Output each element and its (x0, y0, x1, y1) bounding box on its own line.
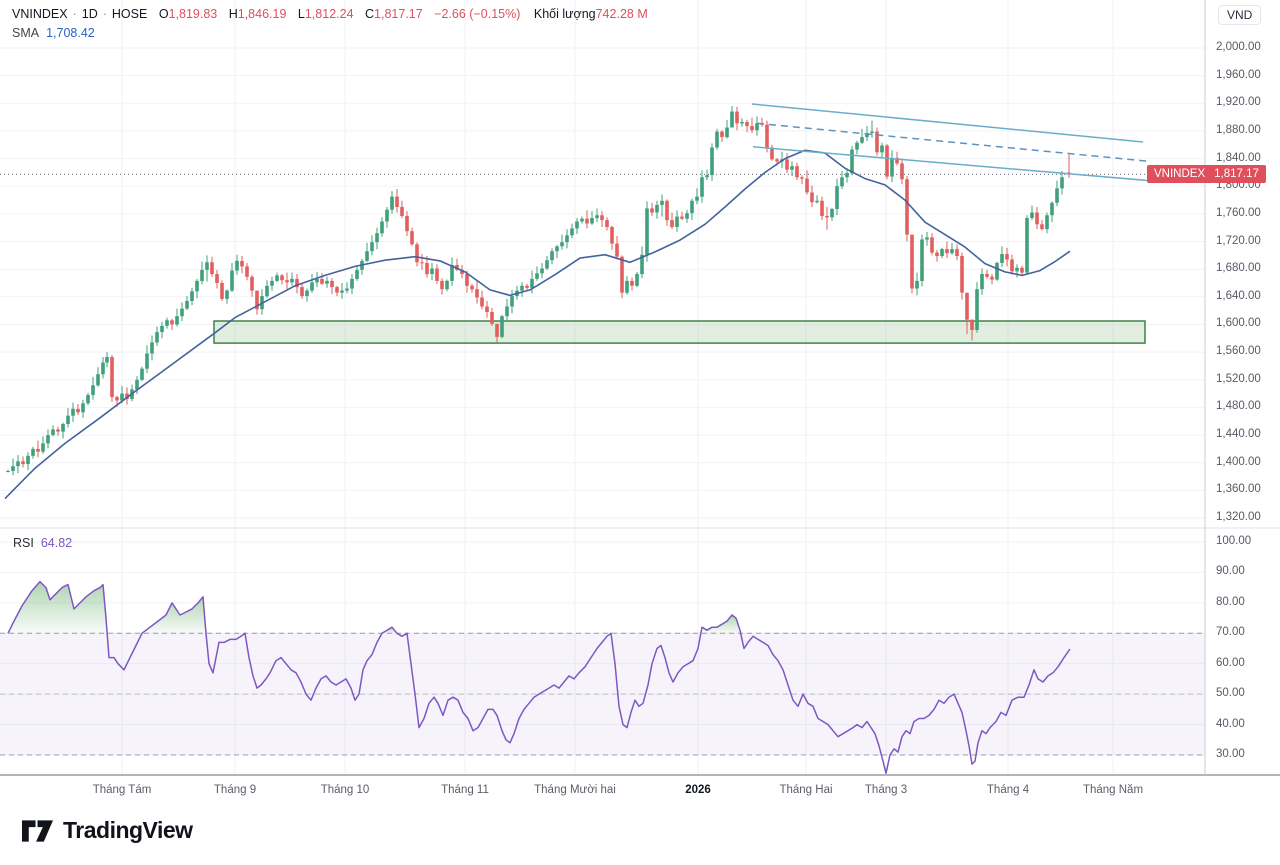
time-tick-label: Tháng Mười hai (534, 784, 616, 796)
trendline-solid[interactable] (751, 103, 1144, 143)
rsi-line[interactable] (7, 580, 1071, 775)
price-tick-label: 1,840.00 (1216, 151, 1261, 164)
rsi-tick-label: 100.00 (1216, 535, 1252, 547)
price-tick-label: 1,400.00 (1216, 455, 1261, 468)
rsi-tick-label: 50.00 (1216, 687, 1245, 700)
price-tick-label: 1,680.00 (1216, 262, 1261, 275)
price-tick-label: 1,640.00 (1216, 289, 1261, 302)
low-value: 1,812.24 (304, 7, 354, 21)
sma-value: 1,708.42 (46, 26, 95, 40)
badge-price: 1,817.17 (1214, 168, 1259, 181)
open-label: O (158, 7, 169, 21)
rsi-overbought-fill (142, 596, 206, 634)
chart-canvas[interactable] (0, 0, 1280, 812)
price-tick-label: 1,880.00 (1216, 123, 1261, 136)
price-tick-label: 2,000.00 (1216, 41, 1261, 53)
last-price-badge: VNINDEX 1,817.17 (1147, 165, 1266, 184)
time-tick-label: Tháng 11 (441, 784, 489, 796)
tradingview-logo-text: TradingView (63, 817, 193, 843)
tradingview-logo[interactable]: TradingView (21, 817, 193, 844)
support-zone[interactable] (213, 320, 1146, 344)
candlesticks (6, 106, 1071, 476)
volume-label[interactable]: Khối lượng (533, 7, 596, 21)
time-tick-label: Tháng Tám (92, 784, 152, 796)
legend-separator: · (102, 7, 107, 21)
time-tick-label: Tháng Hai (779, 784, 833, 796)
time-tick-label: Tháng 3 (864, 784, 908, 796)
timeframe[interactable]: 1D (81, 7, 98, 21)
tradingview-logo-icon (21, 819, 54, 842)
volume-value: 742.28 M (595, 7, 648, 21)
grid (0, 0, 1205, 775)
currency-unit-button[interactable]: VND (1218, 5, 1262, 25)
rsi-tick-label: 40.00 (1216, 717, 1245, 730)
price-tick-label: 1,560.00 (1216, 345, 1261, 358)
time-tick-label: Tháng 9 (213, 784, 257, 796)
price-tick-label: 1,360.00 (1216, 483, 1261, 496)
time-tick-label: Tháng 4 (986, 784, 1030, 796)
rsi-label[interactable]: RSI (13, 536, 34, 550)
high-value: 1,846.19 (237, 7, 287, 21)
rsi-tick-label: 70.00 (1216, 626, 1245, 639)
price-tick-label: 1,920.00 (1216, 96, 1261, 109)
time-tick-label: 2026 (685, 784, 711, 796)
exchange[interactable]: HOSE (111, 7, 148, 21)
price-tick-label: 1,320.00 (1216, 511, 1261, 523)
price-tick-label: 1,480.00 (1216, 400, 1261, 413)
price-tick-label: 1,760.00 (1216, 206, 1261, 219)
price-tick-label: 1,520.00 (1216, 372, 1261, 385)
rsi-tick-label: 60.00 (1216, 656, 1245, 669)
time-tick-label: Tháng Năm (1082, 784, 1144, 796)
high-label: H (228, 7, 238, 21)
sma-label[interactable]: SMA (12, 26, 40, 40)
rsi-overbought-fill (8, 581, 108, 634)
change-value: −2.66 (−0.15%) (434, 7, 521, 21)
price-tick-label: 1,960.00 (1216, 68, 1261, 81)
badge-symbol: VNINDEX (1154, 168, 1206, 181)
rsi-tick-label: 90.00 (1216, 565, 1245, 578)
close-value: 1,817.17 (374, 7, 423, 21)
price-tick-label: 1,720.00 (1216, 234, 1261, 247)
price-tick-label: 1,600.00 (1216, 317, 1261, 330)
rsi-tick-label: 30.00 (1216, 748, 1245, 760)
price-axis[interactable]: VND 2,000.00 1,960.00 1,920.00 1,880.00 1,84… (1205, 0, 1280, 775)
close-label: C (365, 7, 375, 21)
sma-legend: SMA 1,708.42 (12, 26, 95, 40)
trendline-solid[interactable] (752, 146, 1151, 182)
rsi-tick-label: 80.00 (1216, 595, 1245, 608)
rsi-legend: RSI 64.82 (13, 536, 72, 550)
low-label: L (297, 7, 305, 21)
sma-line[interactable] (4, 149, 1071, 500)
legend-separator: · (72, 7, 77, 21)
time-axis[interactable]: Tháng Tám Tháng 9 Tháng 10 Tháng 11 Tháng Mư… (0, 776, 1205, 810)
rsi-band (0, 632, 1205, 756)
symbol-name[interactable]: VNINDEX (12, 7, 68, 21)
rsi-value: 64.82 (40, 536, 73, 550)
time-tick-label: Tháng 10 (320, 784, 370, 796)
symbol-legend: VNINDEX · 1D · HOSE O1,819.83 H1,846.19 L1,8… (12, 7, 648, 21)
open-value: 1,819.83 (168, 7, 218, 21)
price-tick-label: 1,440.00 (1216, 428, 1261, 441)
trendline-dashed[interactable] (756, 122, 1151, 163)
